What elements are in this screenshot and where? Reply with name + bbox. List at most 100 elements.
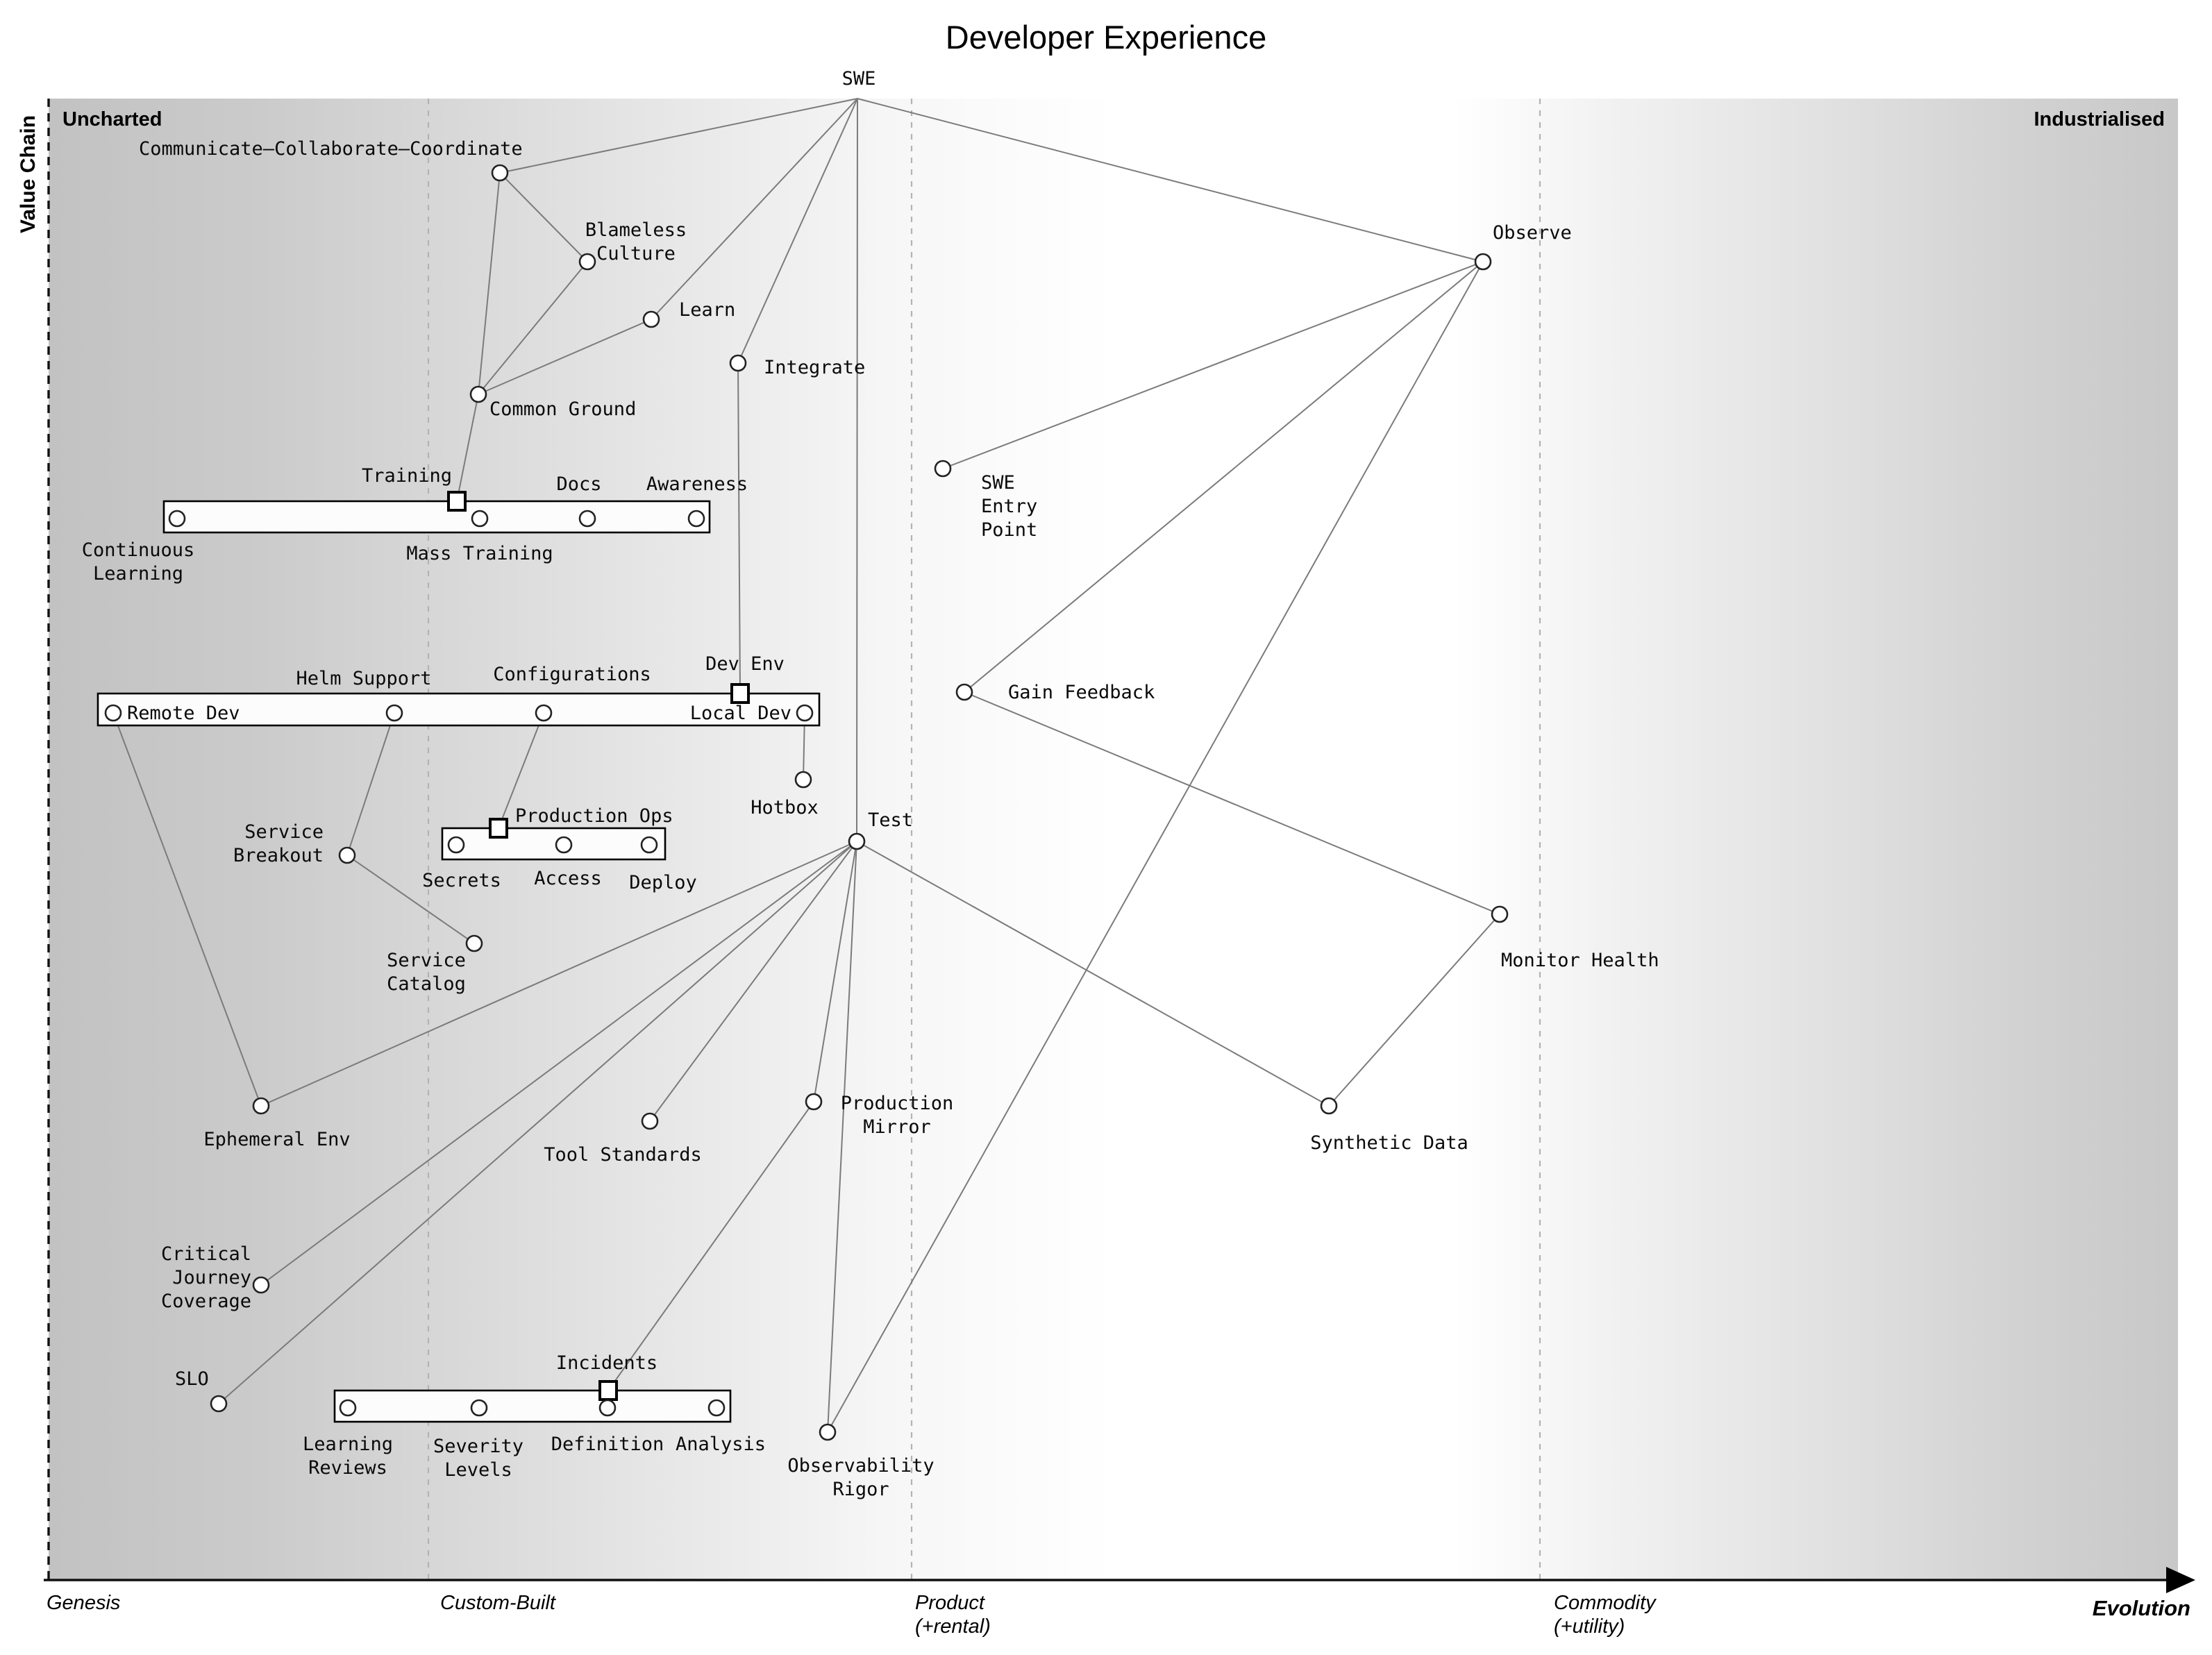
edge-blameless-culture--common-ground [478,261,588,395]
label-integrate: Integrate [764,357,865,378]
edge-gain-feedback--monitor-health [964,691,1500,915]
edge-ccc--common-ground [478,172,501,395]
node-deploy[interactable] [640,836,658,854]
node-analysis[interactable] [707,1399,726,1417]
incidents-pipeline[interactable] [333,1389,732,1423]
label-severity-levels: Severity Levels [433,1436,523,1481]
label-definition: Definition [551,1434,664,1455]
edge-monitor-health--synthetic-data [1328,914,1500,1107]
edge-integrate--dev-env [737,362,741,694]
edge-test--slo [218,841,857,1404]
label-swe: SWE [842,68,876,90]
node-service-breakout[interactable] [338,846,356,864]
edge-helm-support--service-breakout [346,712,395,856]
label-deploy: Deploy [629,872,697,893]
node-production-ops[interactable] [489,818,508,839]
label-dev-env: Dev Env [705,653,785,675]
node-helm-support[interactable] [385,704,403,722]
label-mass-training: Mass Training [406,543,553,564]
node-configurations[interactable] [535,704,553,722]
edge-production-mirror--incidents [608,1101,814,1391]
stage-label-commodity: Commodity (+utility) [1554,1592,1657,1638]
label-ephemeral-env: Ephemeral Env [203,1129,350,1150]
node-incidents[interactable] [598,1380,618,1401]
label-gain-feedback: Gain Feedback [1008,682,1155,703]
node-training[interactable] [447,491,467,512]
label-remote-dev: Remote Dev [127,703,240,724]
node-critical-journey-coverage[interactable] [252,1276,270,1294]
node-gain-feedback[interactable] [955,683,973,701]
label-access: Access [534,868,602,889]
label-secrets: Secrets [422,870,501,891]
label-production-mirror: Production Mirror [841,1093,954,1138]
node-slo[interactable] [210,1395,228,1413]
node-integrate[interactable] [729,354,747,372]
label-slo: SLO [175,1368,209,1390]
edge-remote-dev--ephemeral-env [112,712,262,1107]
label-monitor-health: Monitor Health [1501,950,1659,971]
node-learning-reviews[interactable] [339,1399,357,1417]
edge-test--critical-journey-coverage [260,841,857,1286]
node-synthetic-data[interactable] [1320,1097,1338,1115]
node-remote-dev[interactable] [104,704,122,722]
label-observability-rigor: Observability Rigor [787,1455,934,1500]
node-service-catalog[interactable] [465,934,483,952]
mass-training-pipeline[interactable] [162,500,711,534]
label-critical-journey-coverage: Critical Journey Coverage [161,1243,251,1312]
node-tool-standards[interactable] [641,1112,659,1130]
node-severity-levels[interactable] [470,1399,488,1417]
node-test[interactable] [848,832,866,850]
node-secrets[interactable] [447,836,465,854]
edge-observe--swe-entry-point [942,261,1484,469]
node-ccc[interactable] [491,164,509,182]
node-monitor-health[interactable] [1491,905,1509,923]
edge-test--observability-rigor [827,841,857,1433]
edge-observe--observability-rigor [827,261,1484,1433]
node-blameless-culture[interactable] [578,253,596,271]
stage-label-genesis: Genesis [47,1592,120,1614]
edge-test--ephemeral-env [260,841,857,1107]
node-common-ground[interactable] [469,385,487,403]
node-dev-env[interactable] [730,683,750,704]
label-learning-reviews: Learning Reviews [303,1434,393,1479]
label-tool-standards: Tool Standards [544,1144,702,1166]
edge-swe--learn [651,98,858,320]
edge-learn--common-ground [478,319,652,395]
node-local-dev[interactable] [796,704,814,722]
node-mass-training[interactable] [471,510,489,528]
node-awareness[interactable] [687,510,705,528]
label-docs: Docs [556,473,601,495]
map-title: Developer Experience [945,19,1267,56]
production-ops-pipeline[interactable] [441,827,667,861]
evolution-label: Evolution [2093,1596,2190,1620]
label-production-ops: Production Ops [515,805,673,827]
node-ephemeral-env[interactable] [252,1097,270,1115]
node-definition[interactable] [598,1399,617,1417]
label-continuous-learning: Continuous Learning [82,539,195,585]
label-swe-entry-point: SWE Entry Point [981,472,1037,541]
edge-swe--integrate [737,98,858,364]
label-ccc: Communicate—Collaborate—Coordinate [139,138,523,160]
node-docs[interactable] [578,510,596,528]
edge-swe--observe [857,98,1484,262]
node-observe[interactable] [1474,253,1492,271]
value-chain-label: Value Chain [17,115,40,233]
node-continuous-learning[interactable] [168,510,186,528]
label-awareness: Awareness [646,473,748,495]
label-synthetic-data: Synthetic Data [1310,1132,1468,1154]
edge-swe--ccc [499,98,858,174]
node-observability-rigor[interactable] [819,1423,837,1441]
label-incidents: Incidents [556,1352,657,1374]
node-production-mirror[interactable] [805,1093,823,1111]
node-swe-entry-point[interactable] [934,460,952,478]
label-service-catalog: Service Catalog [387,950,466,995]
node-learn[interactable] [642,310,660,328]
edge-ccc--blameless-culture [499,172,588,262]
label-configurations: Configurations [493,664,651,685]
node-access[interactable] [555,836,573,854]
node-hotbox[interactable] [794,771,812,789]
edge-common-ground--training [456,394,479,502]
stage-label-product: Product (+rental) [915,1592,991,1638]
dev-env-pipeline[interactable] [97,692,821,727]
